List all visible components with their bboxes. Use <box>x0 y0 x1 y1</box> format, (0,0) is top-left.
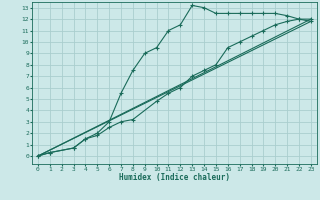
X-axis label: Humidex (Indice chaleur): Humidex (Indice chaleur) <box>119 173 230 182</box>
